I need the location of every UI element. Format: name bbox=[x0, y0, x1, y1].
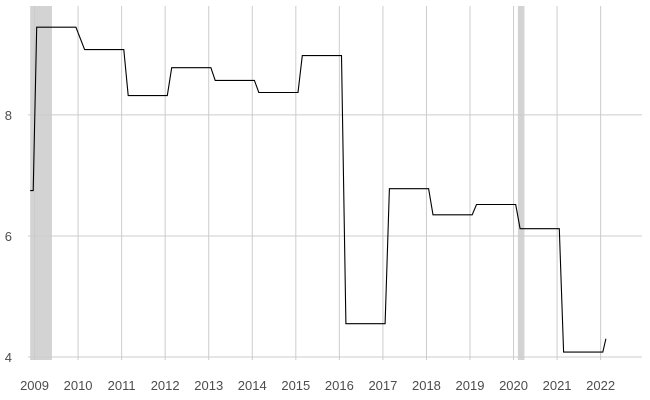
x-tick-label-1: 2010 bbox=[64, 378, 93, 393]
y-tick-label-2: 8 bbox=[5, 108, 12, 123]
series-layer bbox=[30, 26, 607, 353]
x-tick-label-3: 2012 bbox=[151, 378, 180, 393]
x-tick-label-11: 2020 bbox=[499, 378, 528, 393]
y-tick-label-1: 6 bbox=[5, 229, 12, 244]
x-tick-label-2: 2011 bbox=[108, 378, 136, 393]
x-tick-label-9: 2018 bbox=[412, 378, 441, 393]
x-tick-label-7: 2016 bbox=[325, 378, 354, 393]
x-tick-label-8: 2017 bbox=[368, 378, 397, 393]
gridlines bbox=[28, 6, 642, 360]
y-axis-ticks: 4 6 8 bbox=[5, 108, 12, 365]
x-tick-label-5: 2014 bbox=[238, 378, 267, 393]
x-axis-ticks: 2009 2010 2011 2012 2013 2014 2015 2016 2017 2018… bbox=[20, 378, 615, 393]
x-tick-label-13: 2022 bbox=[586, 378, 615, 393]
x-tick-label-6: 2015 bbox=[281, 378, 310, 393]
series-line-0 bbox=[30, 26, 607, 353]
x-tick-label-4: 2013 bbox=[194, 378, 223, 393]
y-tick-label-0: 4 bbox=[5, 350, 12, 365]
shaded-period-1 bbox=[517, 6, 525, 360]
x-tick-label-10: 2019 bbox=[456, 378, 485, 393]
x-tick-label-0: 2009 bbox=[20, 378, 49, 393]
x-tick-label-12: 2021 bbox=[543, 378, 572, 393]
recession-shading bbox=[30, 6, 525, 360]
